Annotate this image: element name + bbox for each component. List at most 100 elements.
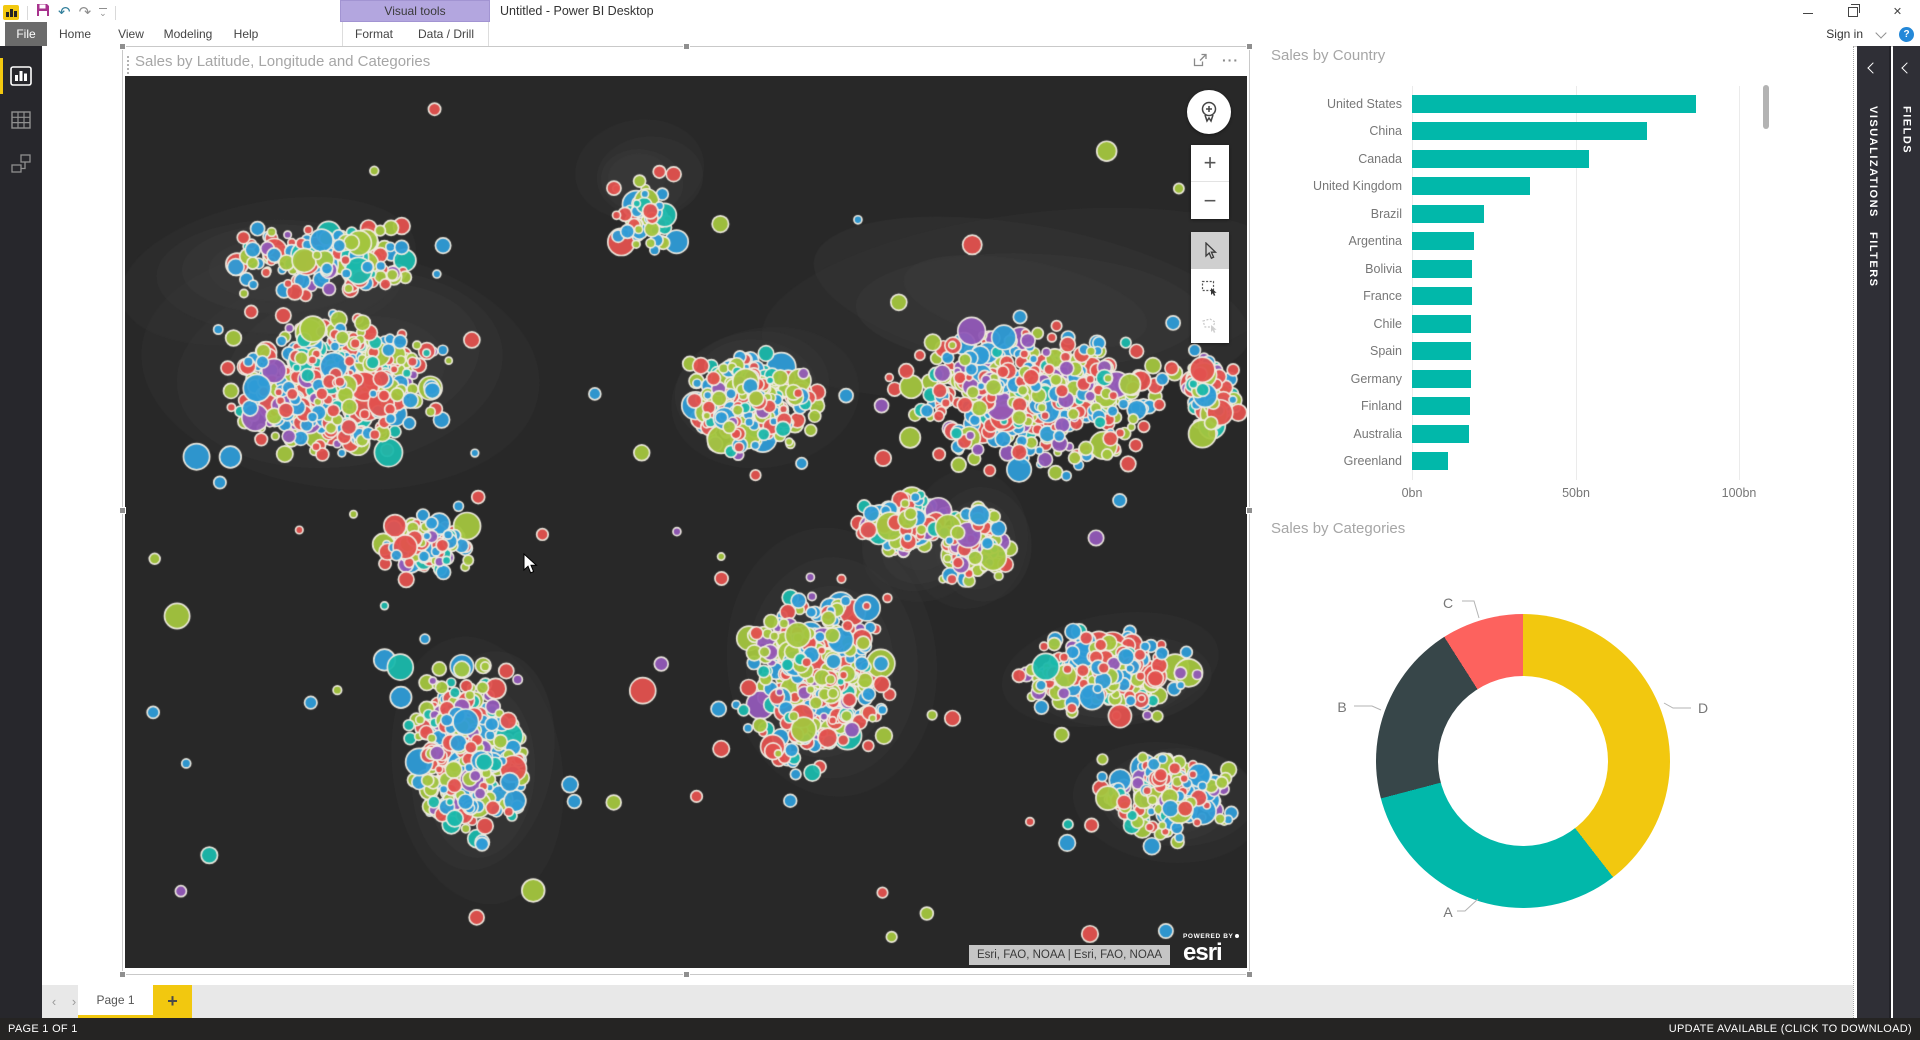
bar[interactable] [1412, 122, 1647, 141]
zoom-in-button[interactable]: + [1191, 145, 1229, 182]
bar[interactable] [1412, 94, 1696, 113]
bar-rows: United States China Canada United Kingdom Br… [1270, 90, 1790, 475]
lasso-select-tool-button[interactable] [1191, 306, 1229, 343]
resize-handle-n[interactable] [683, 43, 690, 50]
bar[interactable] [1412, 149, 1589, 168]
map-bubbles-canvas[interactable] [125, 76, 1247, 968]
close-button[interactable]: ✕ [1892, 5, 1903, 18]
view-rail [0, 46, 42, 1018]
menu-format[interactable]: Format [342, 22, 406, 46]
zoom-out-button[interactable]: − [1203, 187, 1217, 213]
undo-button[interactable]: ↶ [58, 4, 71, 21]
visualizations-strip-label[interactable]: VISUALIZATIONS [1867, 106, 1879, 218]
restore-button[interactable] [1830, 0, 1875, 22]
bar[interactable] [1412, 314, 1471, 333]
menu-help[interactable]: Help [233, 27, 259, 41]
bar-row: Spain [1270, 338, 1790, 366]
bar-chart-scrollbar[interactable] [1763, 85, 1769, 129]
bar-category-label: United Kingdom [1313, 179, 1402, 194]
rectangle-select-tool-button[interactable] [1191, 269, 1229, 306]
bar[interactable] [1412, 397, 1470, 416]
chevron-down-icon[interactable] [1875, 26, 1887, 39]
report-view-icon [10, 66, 32, 86]
donut-chart-visual[interactable]: C B D A [1330, 585, 1720, 930]
fields-strip-label[interactable]: FIELDS [1900, 106, 1913, 155]
bar[interactable] [1412, 287, 1472, 306]
divider [27, 5, 28, 20]
save-button[interactable] [36, 3, 50, 22]
gridline [1412, 86, 1413, 480]
visualizations-filters-strip[interactable]: VISUALIZATIONS FILTERS [1857, 46, 1891, 1018]
bar-category-label: United States [1326, 96, 1402, 111]
sign-in-link[interactable]: Sign in [1826, 27, 1863, 41]
expand-visualizations-icon[interactable] [1867, 62, 1879, 74]
powered-by-label: POWERED BY [1183, 933, 1239, 941]
menu-modeling[interactable]: Modeling [163, 27, 213, 41]
bar-row: France [1270, 283, 1790, 311]
visual-tools-context-tab[interactable]: Visual tools [340, 0, 490, 22]
axis-tick-label: 50bn [1562, 486, 1590, 500]
bar[interactable] [1412, 424, 1469, 443]
menu-data-drill[interactable]: Data / Drill [404, 22, 489, 46]
help-icon[interactable]: ? [1899, 26, 1914, 42]
bar[interactable] [1412, 452, 1448, 471]
rail-data-view-button[interactable] [0, 98, 42, 142]
rail-report-view-button[interactable] [0, 54, 42, 98]
bar-axis: 0bn 50bn 100bn [1402, 486, 1772, 502]
bar[interactable] [1412, 259, 1472, 278]
bar[interactable] [1412, 204, 1484, 223]
fields-strip[interactable]: FIELDS [1893, 46, 1920, 1018]
filters-strip-label[interactable]: FILTERS [1867, 232, 1879, 288]
focus-mode-icon[interactable] [1193, 53, 1208, 67]
bar-track [1412, 342, 1772, 361]
bar-chart-title: Sales by Country [1271, 47, 1386, 64]
add-page-button[interactable]: + [153, 985, 192, 1018]
resize-handle-s[interactable] [683, 971, 690, 978]
menu-file[interactable]: File [5, 22, 47, 46]
bar-track [1412, 232, 1772, 251]
page-indicator: PAGE 1 OF 1 [8, 1023, 78, 1035]
bar-row: United Kingdom [1270, 173, 1790, 201]
bar-track [1412, 122, 1772, 141]
resize-handle-nw[interactable] [119, 43, 126, 50]
resize-handle-se[interactable] [1246, 971, 1253, 978]
resize-handle-sw[interactable] [119, 971, 126, 978]
menu-home[interactable]: Home [58, 27, 91, 41]
minimize-icon [1802, 13, 1813, 15]
bar-chart-visual[interactable]: Sales by Country United States China Canad… [1270, 46, 1830, 516]
resize-handle-w[interactable] [119, 507, 126, 514]
bar-track [1412, 94, 1772, 113]
donut-slice-label: A [1443, 904, 1453, 920]
menu-view[interactable]: View [118, 27, 144, 41]
resize-handle-e[interactable] [1246, 507, 1253, 514]
next-page-arrow[interactable]: › [71, 994, 77, 1009]
donut-slice-label: B [1337, 699, 1347, 715]
donut-slice-label: C [1442, 595, 1454, 611]
prev-page-arrow[interactable]: ‹ [51, 994, 57, 1009]
pointer-tool-button[interactable] [1191, 232, 1229, 269]
map-attribution: Esri, FAO, NOAA | Esri, FAO, NOAA [969, 945, 1171, 965]
visual-drag-grip[interactable] [127, 56, 129, 78]
bar-grid [1412, 86, 1772, 480]
bar-row: Germany [1270, 365, 1790, 393]
bar[interactable] [1412, 232, 1474, 251]
bar[interactable] [1412, 342, 1471, 361]
minimize-button[interactable] [1785, 0, 1830, 22]
expand-fields-icon[interactable] [1900, 62, 1913, 74]
more-options-icon[interactable]: ··· [1222, 52, 1239, 68]
bar-category-label: Finland [1361, 399, 1402, 414]
page-tab[interactable]: Page 1 [78, 985, 153, 1018]
rail-model-view-button[interactable] [0, 142, 42, 186]
map-visual[interactable]: Sales by Latitude, Longitude and Categor… [119, 43, 1253, 978]
save-icon [37, 4, 49, 16]
map-default-extent-button[interactable] [1187, 90, 1231, 134]
bar[interactable] [1412, 177, 1530, 196]
quick-access-dropdown-button[interactable]: ⌄ [99, 8, 107, 18]
bar-track [1412, 452, 1772, 471]
bar-row: Brazil [1270, 200, 1790, 228]
bar[interactable] [1412, 369, 1471, 388]
update-available-link[interactable]: UPDATE AVAILABLE (CLICK TO DOWNLOAD) [1668, 1023, 1912, 1035]
resize-handle-ne[interactable] [1246, 43, 1253, 50]
redo-button[interactable]: ↷ [78, 4, 92, 21]
map-plot-area[interactable]: + − [125, 76, 1247, 968]
